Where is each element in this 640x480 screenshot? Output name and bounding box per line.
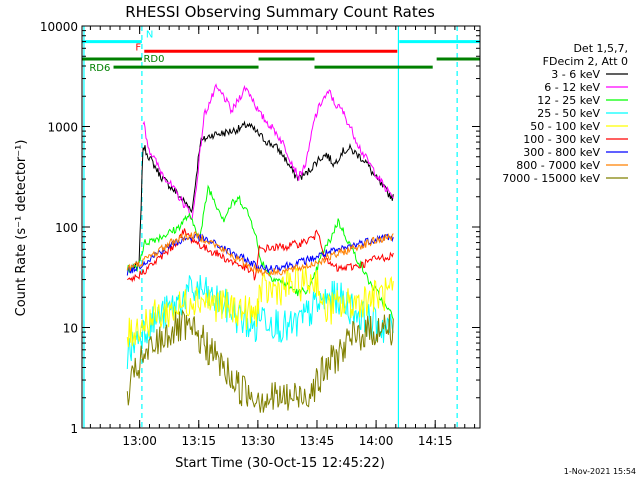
legend-label-12-25-kev: 12 - 25 keV [537,94,600,107]
series-line-3-6-kev [132,120,394,270]
legend-header-line-1: Det 1,5,7, [573,42,628,55]
state-bar-label-rd6: RD6 [89,63,110,74]
x-tick-label: 14:00 [359,434,394,448]
y-axis-label: Count Rate (s⁻¹ detector⁻¹) [14,140,29,317]
chart-title: RHESSI Observing Summary Count Rates [125,3,435,21]
series-line-50-100-kev [126,266,394,348]
legend-label-6-12-kev: 6 - 12 keV [544,81,600,94]
y-tick-label: 10000 [40,20,78,34]
x-axis-label: Start Time (30-Oct-15 12:45:22) [175,456,385,471]
x-tick-label: 13:15 [181,434,216,448]
y-tick-label: 10 [63,322,78,336]
series-line-800-7000-kev [126,230,394,277]
state-bar-label-n: N [146,30,153,41]
state-bar-label-rd0: RD0 [143,54,164,65]
series-line-100-300-kev [127,228,394,283]
series-line-12-25-kev [126,184,394,320]
legend-label-25-50-kev: 25 - 50 keV [537,107,600,120]
series-line-300-800-kev [126,233,394,276]
legend-header-line-2: FDecim 2, Att 0 [543,55,628,68]
footer-timestamp: 1-Nov-2021 15:54 [564,467,636,476]
legend-label-100-300-kev: 100 - 300 keV [523,133,600,146]
x-tick-label: 13:30 [241,434,276,448]
legend-label-7000-15000-kev: 7000 - 15000 keV [502,172,600,185]
y-tick-label: 1 [70,422,78,436]
x-tick-label: 13:00 [122,434,157,448]
legend-label-3-6-kev: 3 - 6 keV [551,68,600,81]
legend-label-50-100-kev: 50 - 100 keV [530,120,600,133]
y-tick-label: 1000 [47,121,78,135]
series-line-6-12-kev [142,83,394,220]
x-tick-label: 13:45 [300,434,335,448]
y-tick-label: 100 [55,221,78,235]
series-line-7000-15000-kev [126,309,394,413]
legend-label-300-800-kev: 300 - 800 keV [523,146,600,159]
state-bar-label-f: F [135,42,141,53]
x-tick-label: 14:15 [418,434,453,448]
legend-label-800-7000-kev: 800 - 7000 keV [516,159,600,172]
